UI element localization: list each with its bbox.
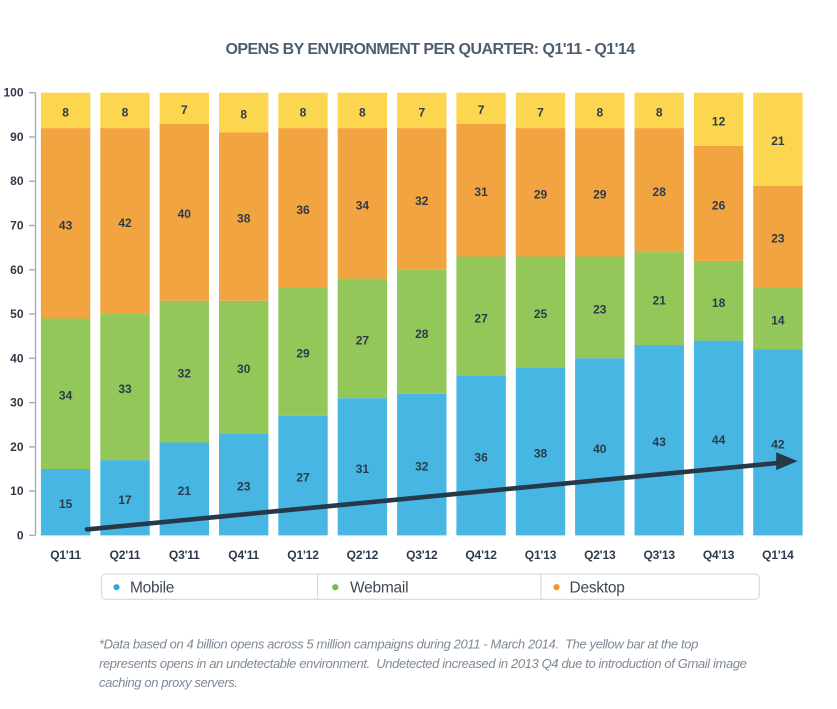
- svg-text:70: 70: [10, 219, 24, 233]
- svg-text:8: 8: [656, 105, 663, 119]
- svg-text:31: 31: [356, 462, 370, 476]
- svg-text:Q2'12: Q2'12: [347, 548, 379, 562]
- svg-text:Webmail: Webmail: [350, 580, 408, 597]
- svg-text:29: 29: [534, 187, 548, 201]
- svg-text:7: 7: [478, 103, 485, 117]
- svg-text:26: 26: [712, 198, 726, 212]
- svg-text:36: 36: [296, 203, 310, 217]
- svg-text:8: 8: [596, 105, 603, 119]
- svg-text:7: 7: [418, 105, 425, 119]
- svg-text:40: 40: [593, 442, 607, 456]
- svg-text:32: 32: [415, 460, 429, 474]
- svg-text:43: 43: [653, 435, 667, 449]
- svg-text:Q4'12: Q4'12: [465, 548, 497, 562]
- svg-text:Q2'11: Q2'11: [110, 548, 141, 562]
- svg-text:8: 8: [122, 105, 129, 119]
- svg-text:0: 0: [17, 528, 24, 542]
- svg-text:25: 25: [534, 307, 548, 321]
- svg-text:50: 50: [10, 307, 24, 321]
- svg-text:32: 32: [415, 194, 429, 208]
- svg-text:7: 7: [537, 105, 544, 119]
- svg-text:27: 27: [296, 471, 310, 485]
- svg-text:Q1'13: Q1'13: [525, 548, 557, 562]
- svg-text:36: 36: [474, 451, 488, 465]
- svg-text:8: 8: [300, 105, 307, 119]
- svg-text:caching on proxy servers.: caching on proxy servers.: [99, 675, 238, 690]
- svg-text:represents opens in an undetec: represents opens in an undetectable envi…: [99, 656, 747, 671]
- svg-text:12: 12: [712, 114, 726, 128]
- svg-text:14: 14: [771, 314, 785, 328]
- svg-text:21: 21: [771, 134, 785, 148]
- svg-text:29: 29: [593, 187, 607, 201]
- svg-text:40: 40: [10, 351, 24, 365]
- svg-text:21: 21: [653, 294, 667, 308]
- svg-text:18: 18: [712, 296, 726, 310]
- svg-text:Q3'13: Q3'13: [643, 548, 675, 562]
- svg-text:Q3'11: Q3'11: [169, 548, 200, 562]
- svg-text:15: 15: [59, 497, 73, 511]
- svg-text:80: 80: [10, 174, 24, 188]
- svg-text:Q4'11: Q4'11: [228, 548, 259, 562]
- svg-text:8: 8: [240, 108, 247, 122]
- svg-text:28: 28: [653, 185, 667, 199]
- svg-text:38: 38: [237, 212, 251, 226]
- svg-text:27: 27: [474, 311, 488, 325]
- svg-text:Q2'13: Q2'13: [584, 548, 616, 562]
- svg-text:23: 23: [593, 302, 607, 316]
- svg-text:42: 42: [771, 437, 785, 451]
- svg-text:38: 38: [534, 446, 548, 460]
- svg-text:60: 60: [10, 263, 24, 277]
- svg-text:20: 20: [10, 440, 24, 454]
- svg-text:34: 34: [59, 389, 73, 403]
- svg-text:21: 21: [178, 484, 192, 498]
- svg-text:10: 10: [10, 484, 24, 498]
- svg-text:7: 7: [181, 103, 188, 117]
- svg-text:100: 100: [3, 86, 23, 100]
- svg-text:8: 8: [62, 105, 69, 119]
- svg-text:40: 40: [178, 207, 192, 221]
- svg-text:27: 27: [356, 333, 370, 347]
- svg-text:43: 43: [59, 218, 73, 232]
- svg-text:Mobile: Mobile: [130, 580, 174, 597]
- svg-text:29: 29: [296, 347, 310, 361]
- svg-text:28: 28: [415, 327, 429, 341]
- svg-text:31: 31: [474, 185, 488, 199]
- svg-text:32: 32: [178, 367, 192, 381]
- svg-text:23: 23: [771, 232, 785, 246]
- svg-text:23: 23: [237, 480, 251, 494]
- svg-text:44: 44: [712, 433, 726, 447]
- svg-text:34: 34: [356, 198, 370, 212]
- svg-text:42: 42: [118, 216, 132, 230]
- svg-text:8: 8: [359, 105, 366, 119]
- svg-text:17: 17: [118, 493, 132, 507]
- svg-text:*Data based on 4 billion opens: *Data based on 4 billion opens across 5 …: [99, 637, 698, 652]
- svg-text:90: 90: [10, 130, 24, 144]
- svg-text:Q3'12: Q3'12: [406, 548, 438, 562]
- svg-text:Desktop: Desktop: [570, 580, 625, 597]
- svg-text:Q1'14: Q1'14: [762, 548, 794, 562]
- svg-text:Q1'11: Q1'11: [50, 548, 81, 562]
- svg-text:Q4'13: Q4'13: [703, 548, 735, 562]
- svg-text:30: 30: [10, 396, 24, 410]
- svg-text:30: 30: [237, 362, 251, 376]
- svg-text:33: 33: [118, 382, 132, 396]
- svg-text:OPENS BY ENVIRONMENT PER QUART: OPENS BY ENVIRONMENT PER QUARTER: Q1'11 …: [225, 41, 635, 58]
- svg-text:Q1'12: Q1'12: [287, 548, 319, 562]
